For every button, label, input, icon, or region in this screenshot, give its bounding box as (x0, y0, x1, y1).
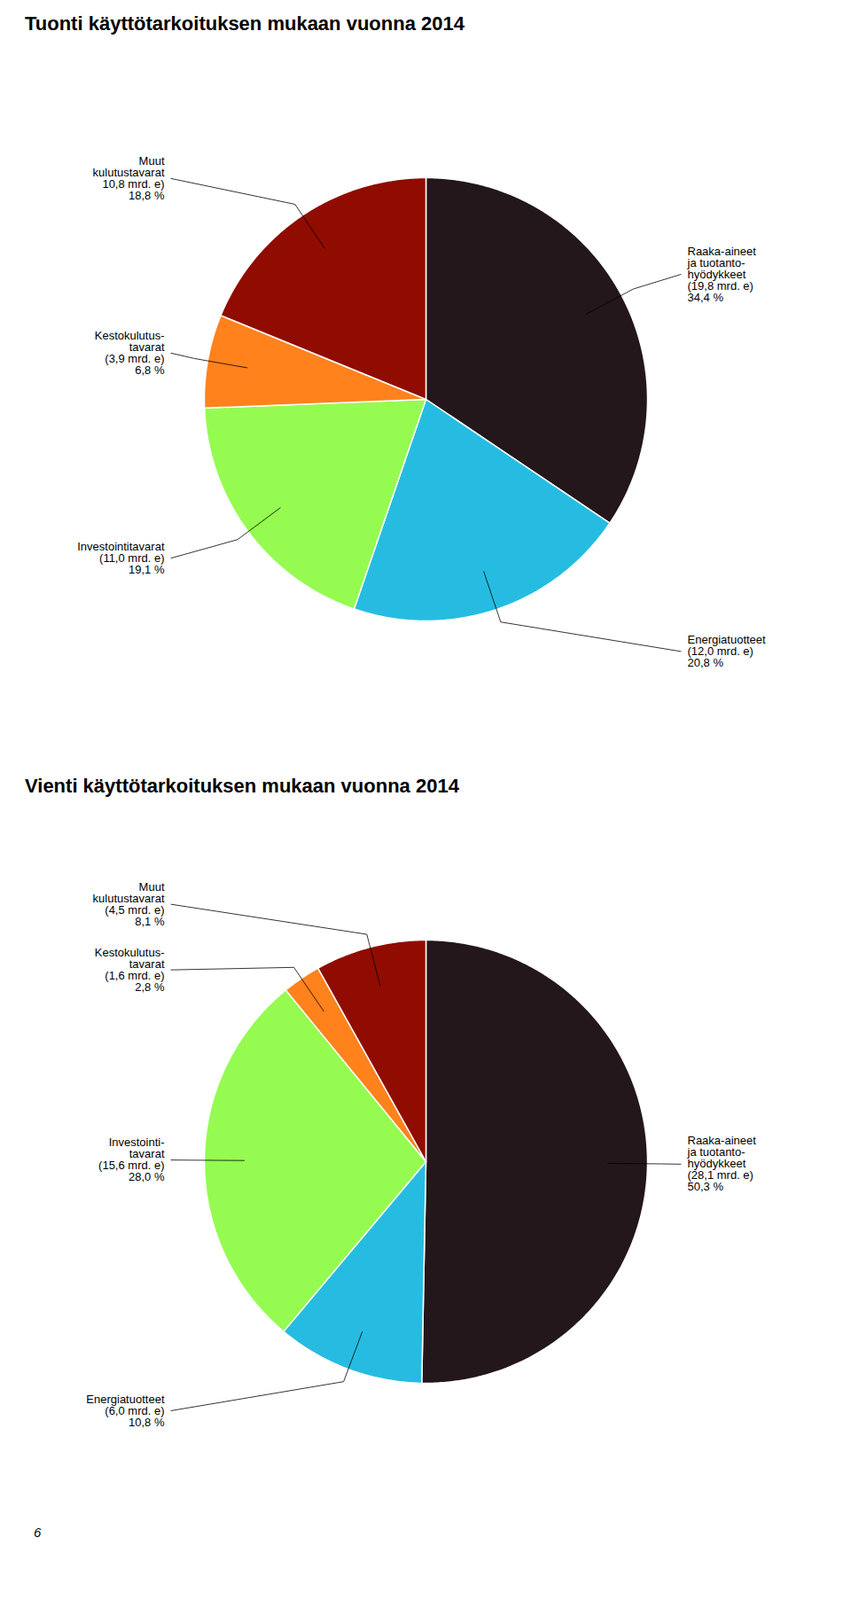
svg-text:Raaka-aineetja tuotanto-hyödyk: Raaka-aineetja tuotanto-hyödykkeet(28,1 … (687, 1133, 758, 1194)
svg-text:Muutkulutustavarat(4,5 mrd. e): Muutkulutustavarat(4,5 mrd. e)8,1 % (93, 880, 165, 929)
html-text:Vienti käyttötarkoituksen muka: Vienti käyttötarkoituksen mukaan vuonna … (24, 774, 460, 797)
svg-text:Energiatuotteet(12,0 mrd. e)20: Energiatuotteet(12,0 mrd. e)20,8 % (687, 632, 767, 670)
svg-text:Raaka-aineetja tuotanto-hyödyk: Raaka-aineetja tuotanto-hyödykkeet(19,8 … (687, 244, 758, 305)
svg-text:Kestokulutus-tavarat(1,6 mrd.: Kestokulutus-tavarat(1,6 mrd. e)2,8 % (94, 945, 165, 994)
html-text:6: 6 (33, 1524, 42, 1540)
html-text:Tuonti käyttötarkoituksen muka: Tuonti käyttötarkoituksen mukaan vuonna … (24, 12, 465, 35)
svg-text:Kestokulutus-tavarat(3,9 mrd.: Kestokulutus-tavarat(3,9 mrd. e)6,8 % (94, 328, 165, 377)
svg-text:Muutkulutustavarat10,8 mrd. e): Muutkulutustavarat10,8 mrd. e)18,8 % (93, 154, 165, 203)
svg-text:Investointi-tavarat(15,6 mrd.: Investointi-tavarat(15,6 mrd. e)28,0 % (98, 1135, 165, 1184)
svg-text:Energiatuotteet(6,0 mrd. e)10,: Energiatuotteet(6,0 mrd. e)10,8 % (85, 1392, 165, 1429)
svg-text:Investointitavarat(11,0 mrd. e: Investointitavarat(11,0 mrd. e)19,1 % (77, 539, 165, 577)
